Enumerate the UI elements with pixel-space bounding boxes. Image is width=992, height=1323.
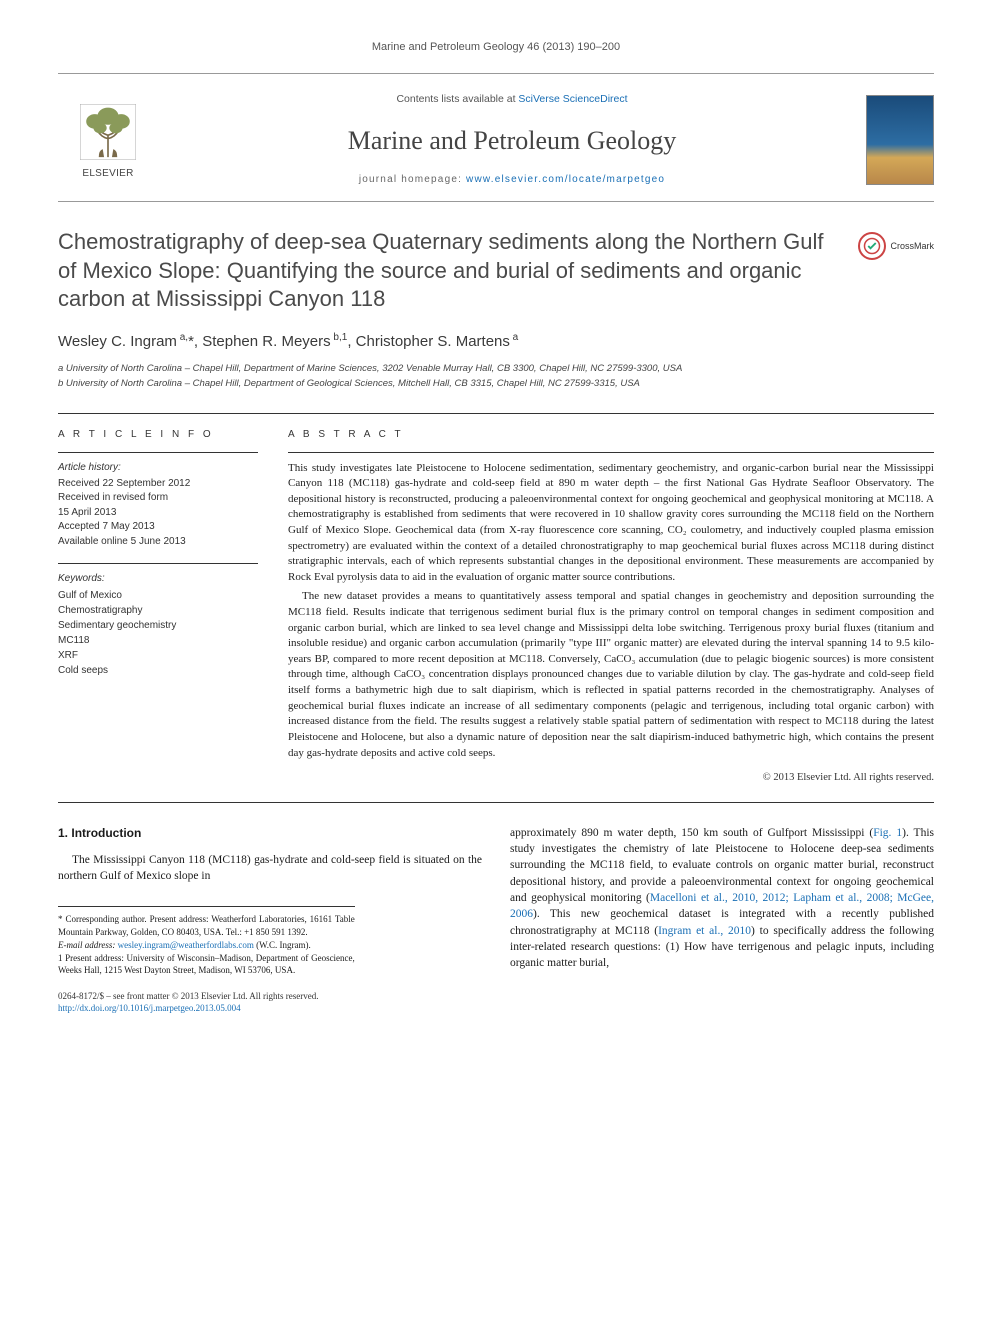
footnotes: * Corresponding author. Present address:… <box>58 906 355 976</box>
keywords-list: Gulf of Mexico Chemostratigraphy Sedimen… <box>58 588 258 678</box>
doi-link[interactable]: http://dx.doi.org/10.1016/j.marpetgeo.20… <box>58 1003 241 1013</box>
journal-cover-thumb <box>866 95 934 185</box>
info-rule-2 <box>58 563 258 564</box>
body-col-right: approximately 890 m water depth, 150 km … <box>510 825 934 1015</box>
masthead: ELSEVIER Contents lists available at Sci… <box>58 84 934 202</box>
contents-prefix: Contents lists available at <box>396 93 518 105</box>
info-abstract-row: A R T I C L E I N F O Article history: R… <box>58 428 934 786</box>
corresponding-email-link[interactable]: wesley.ingram@weatherfordlabs.com <box>118 940 254 950</box>
header-citation: Marine and Petroleum Geology 46 (2013) 1… <box>58 40 934 55</box>
keyword: Gulf of Mexico <box>58 588 258 603</box>
crossmark-badge[interactable]: CrossMark <box>858 232 934 260</box>
doi-value: 10.1016/j.marpetgeo.2013.05.004 <box>119 1003 241 1013</box>
homepage-link[interactable]: www.elsevier.com/locate/marpetgeo <box>466 174 665 185</box>
issn-line: 0264-8172/$ – see front matter © 2013 El… <box>58 990 482 1002</box>
abstract-copyright: © 2013 Elsevier Ltd. All rights reserved… <box>288 771 934 786</box>
body-col-left: 1. Introduction The Mississippi Canyon 1… <box>58 825 482 1015</box>
bottom-publication-info: 0264-8172/$ – see front matter © 2013 El… <box>58 990 482 1014</box>
publisher-name: ELSEVIER <box>82 167 133 181</box>
journal-name: Marine and Petroleum Geology <box>174 123 850 159</box>
abstract-p2: The new dataset provides a means to quan… <box>288 589 934 761</box>
intro-right-p1: approximately 890 m water depth, 150 km … <box>510 825 934 972</box>
email-suffix: (W.C. Ingram). <box>254 940 311 950</box>
crossmark-icon <box>858 232 886 260</box>
top-rule <box>58 73 934 74</box>
email-label: E-mail address: <box>58 940 118 950</box>
crossmark-label: CrossMark <box>890 240 934 253</box>
keyword: Chemostratigraphy <box>58 603 258 618</box>
keywords-label: Keywords: <box>58 572 258 586</box>
affiliation-a: a University of North Carolina – Chapel … <box>58 362 934 375</box>
authors-line: Wesley C. Ingram a,*, Stephen R. Meyers … <box>58 331 934 352</box>
section-1-heading: 1. Introduction <box>58 825 482 842</box>
elsevier-tree-icon <box>75 99 141 165</box>
keyword: Cold seeps <box>58 663 258 678</box>
article-info-heading: A R T I C L E I N F O <box>58 428 258 442</box>
sciencedirect-link[interactable]: SciVerse ScienceDirect <box>518 93 627 105</box>
keyword: MC118 <box>58 633 258 648</box>
title-block: Chemostratigraphy of deep-sea Quaternary… <box>58 228 934 312</box>
article-history-label: Article history: <box>58 461 258 475</box>
mid-rule <box>58 413 934 414</box>
article-history-body: Received 22 September 2012 Received in r… <box>58 477 258 550</box>
abstract-p1: This study investigates late Pleistocene… <box>288 461 934 586</box>
article-info-column: A R T I C L E I N F O Article history: R… <box>58 428 258 786</box>
masthead-center: Contents lists available at SciVerse Sci… <box>158 92 866 187</box>
abstract-text: This study investigates late Pleistocene… <box>288 461 934 762</box>
abstract-rule <box>288 452 934 453</box>
footnote-present-address: 1 Present address: University of Wiscons… <box>58 952 355 976</box>
affiliation-b: b University of North Carolina – Chapel … <box>58 377 934 390</box>
footnote-email: E-mail address: wesley.ingram@weatherfor… <box>58 939 355 951</box>
intro-left-p1: The Mississippi Canyon 118 (MC118) gas-h… <box>58 852 482 885</box>
abstract-heading: A B S T R A C T <box>288 428 934 442</box>
section-number: 1. <box>58 826 68 840</box>
homepage-line: journal homepage: www.elsevier.com/locat… <box>174 173 850 187</box>
refs-link-2[interactable]: Ingram et al., 2010 <box>658 925 751 937</box>
lower-rule <box>58 802 934 803</box>
body-columns: 1. Introduction The Mississippi Canyon 1… <box>58 825 934 1015</box>
doi-line: http://dx.doi.org/10.1016/j.marpetgeo.20… <box>58 1002 482 1014</box>
section-title: Introduction <box>71 826 141 840</box>
keyword: XRF <box>58 648 258 663</box>
fig1-link[interactable]: Fig. 1 <box>873 827 902 839</box>
intro-text-a: approximately 890 m water depth, 150 km … <box>510 827 873 839</box>
contents-available-line: Contents lists available at SciVerse Sci… <box>174 92 850 107</box>
publisher-block: ELSEVIER <box>58 99 158 181</box>
homepage-prefix: journal homepage: <box>359 174 466 185</box>
article-title: Chemostratigraphy of deep-sea Quaternary… <box>58 228 934 312</box>
affiliations: a University of North Carolina – Chapel … <box>58 362 934 391</box>
doi-prefix: http://dx.doi.org/ <box>58 1003 119 1013</box>
abstract-column: A B S T R A C T This study investigates … <box>288 428 934 786</box>
info-rule-1 <box>58 452 258 453</box>
keyword: Sedimentary geochemistry <box>58 618 258 633</box>
footnote-corresponding: * Corresponding author. Present address:… <box>58 913 355 937</box>
